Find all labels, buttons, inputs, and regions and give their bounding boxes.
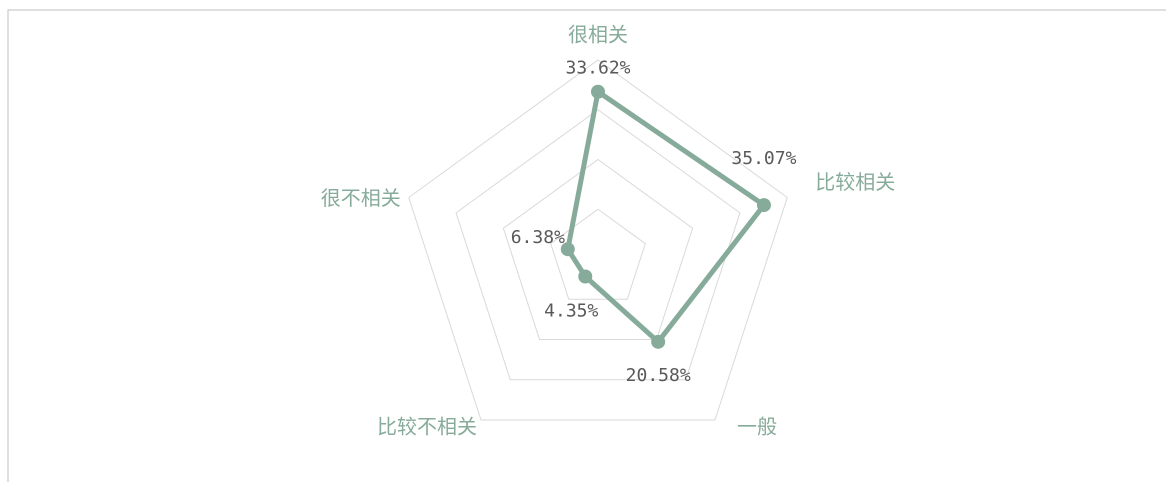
- data-point: [560, 242, 575, 257]
- grid-ring: [502, 158, 694, 340]
- data-point: [578, 269, 593, 284]
- value-label: 33.62%: [565, 58, 630, 79]
- grid-ring: [455, 109, 741, 381]
- series-line: [565, 89, 767, 345]
- category-label: 很相关: [568, 23, 628, 47]
- value-label: 4.35%: [544, 301, 598, 322]
- data-point: [651, 334, 666, 349]
- frame: [7, 9, 1166, 482]
- category-label: 比较不相关: [377, 414, 477, 438]
- grid-ring: [408, 59, 788, 421]
- value-label: 6.38%: [511, 227, 565, 248]
- category-label: 很不相关: [321, 186, 401, 210]
- category-label: 一般: [737, 414, 777, 438]
- value-label: 20.58%: [626, 365, 691, 386]
- data-point: [591, 84, 605, 99]
- data-point: [756, 198, 771, 213]
- category-label: 比较相关: [815, 170, 895, 194]
- value-label: 35.07%: [731, 148, 796, 169]
- grid-ring: [550, 208, 646, 300]
